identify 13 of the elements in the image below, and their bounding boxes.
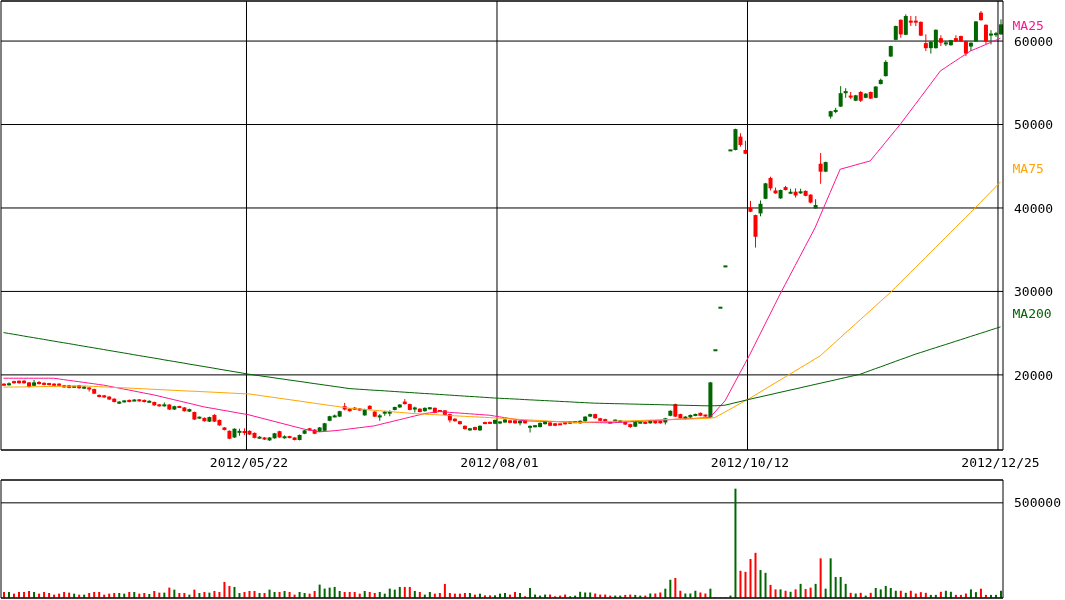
x-tick-label: 2012/05/22 [209,455,289,471]
y-tick-label: 30000 [1014,284,1054,300]
y-tick-label: 60000 [1014,33,1054,49]
y-tick-label: 20000 [1014,367,1054,383]
y-tick-label: 50000 [1014,117,1054,133]
y-tick-label: 40000 [1014,200,1054,216]
x-tick-label: 2012/12/25 [961,455,1040,471]
series-label: MA25 [1012,17,1044,33]
y-tick-label: 500000 [1014,495,1061,511]
x-tick-label: 2012/08/01 [460,455,539,471]
series-label: MA75 [1012,161,1044,177]
series-label: MA200 [1012,306,1052,322]
x-tick-label: 2012/10/12 [710,455,790,471]
